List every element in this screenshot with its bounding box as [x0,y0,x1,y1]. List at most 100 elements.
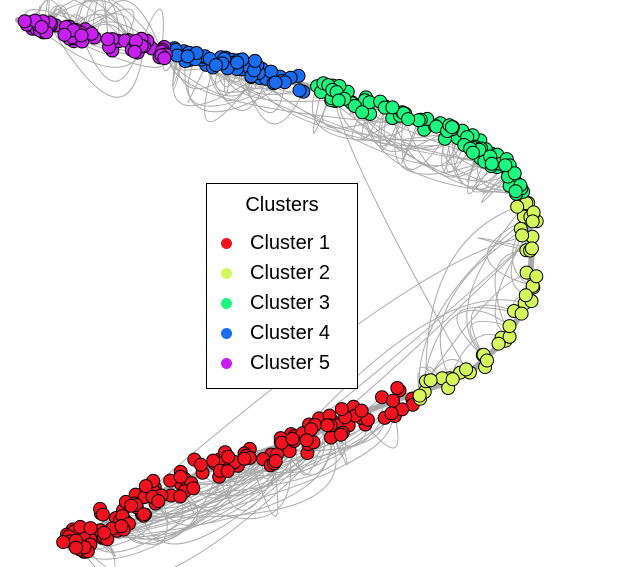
network-node-cluster-3 [465,145,480,160]
network-node-cluster-2 [514,306,529,321]
network-node-cluster-1 [69,540,83,555]
network-node-cluster-4 [248,53,262,68]
network-edge [466,202,527,356]
legend-dot-icon [221,327,232,339]
network-edge [187,64,207,103]
network-node-cluster-2 [524,241,539,256]
legend-dot-icon [221,237,232,249]
network-edge [34,0,136,53]
network-edge [93,0,163,52]
network-node-cluster-1 [136,507,151,522]
network-node-cluster-2 [480,353,494,368]
network-edge [85,8,135,41]
legend-label: Cluster 2 [250,261,331,284]
network-edge [425,206,518,382]
network-node-cluster-2 [515,228,530,243]
network-node-cluster-2 [525,214,540,229]
network-node-cluster-1 [173,489,188,504]
network-node-cluster-3 [401,112,416,127]
network-edge [365,415,399,449]
network-edge [187,59,286,107]
network-node-cluster-2 [510,199,525,214]
network-node-cluster-1 [334,427,348,442]
network-node-cluster-1 [186,481,201,496]
network-edge [83,415,356,567]
network-node-cluster-5 [34,20,49,34]
network-edge [104,496,184,539]
network-edge [469,320,510,356]
legend-label: Cluster 4 [250,321,331,344]
network-node-cluster-4 [268,75,283,90]
network-node-cluster-1 [299,433,314,448]
network-edge [481,165,511,203]
legend-item-cluster-1: Cluster 1 [221,230,330,256]
network-node-cluster-1 [386,393,400,408]
network-edge [172,52,266,107]
network-edge [205,64,267,111]
legend-title: Clusters [245,194,319,216]
network-edge [439,220,537,379]
network-node-cluster-1 [320,418,335,433]
network-node-cluster-5 [57,27,72,42]
legend-dot-icon [221,267,232,279]
network-edge [293,415,330,476]
network-edge [251,76,474,167]
legend-item-cluster-3: Cluster 3 [221,290,330,316]
legend-label: Cluster 3 [250,291,331,314]
network-node-cluster-5 [100,32,115,47]
legend-label: Cluster 5 [250,351,331,374]
network-node-cluster-2 [412,388,427,403]
network-edge [91,0,109,40]
network-edge [494,249,531,337]
network-node-cluster-1 [95,507,110,522]
network-node-cluster-3 [498,158,513,173]
network-edge [378,107,454,152]
network-node-cluster-1 [193,457,208,472]
network-node-cluster-4 [292,83,307,98]
network-node-cluster-3 [385,100,400,115]
network-edge [123,460,277,544]
network-node-cluster-2 [423,373,438,388]
legend-label: Cluster 1 [250,231,331,254]
network-node-cluster-1 [334,402,349,417]
network-node-cluster-1 [124,498,139,513]
network-node-cluster-2 [502,319,517,334]
legend: Clusters Cluster 1 Cluster 2 Cluster 3 C… [206,183,358,389]
network-node-cluster-2 [529,269,544,284]
network-node-cluster-1 [220,464,235,479]
network-node-cluster-1 [221,449,236,464]
legend-dot-icon [221,297,232,309]
network-node-cluster-3 [507,166,522,181]
network-edge [234,404,414,477]
network-edge [228,62,286,114]
network-edge [401,119,422,165]
network-node-cluster-2 [518,288,533,303]
network-node-cluster-1 [384,406,399,421]
network-node-cluster-3 [508,184,523,199]
network-node-cluster-3 [445,120,459,135]
network-edge [75,236,533,560]
network-node-cluster-5 [157,51,172,66]
network-node-cluster-1 [114,519,129,534]
network-node-cluster-4 [208,58,223,73]
network-edge [311,86,463,142]
network-edge [401,113,453,170]
network-node-cluster-5 [127,44,142,59]
network-edge [443,130,463,173]
network-node-cluster-1 [151,494,166,509]
legend-item-cluster-4: Cluster 4 [221,320,330,346]
network-edge [63,425,332,543]
network-node-cluster-1 [173,469,188,484]
network-edge [320,91,509,182]
network-node-cluster-2 [491,336,506,351]
network-node-cluster-1 [354,403,369,418]
legend-item-cluster-2: Cluster 2 [221,260,330,286]
network-node-cluster-1 [237,451,252,466]
network-edge [418,213,534,399]
network-node-cluster-4 [230,55,245,70]
network-node-cluster-1 [56,535,71,550]
network-edge [334,101,467,370]
network-node-cluster-1 [83,521,98,536]
network-nodes [17,13,544,559]
network-node-cluster-5 [74,28,89,43]
